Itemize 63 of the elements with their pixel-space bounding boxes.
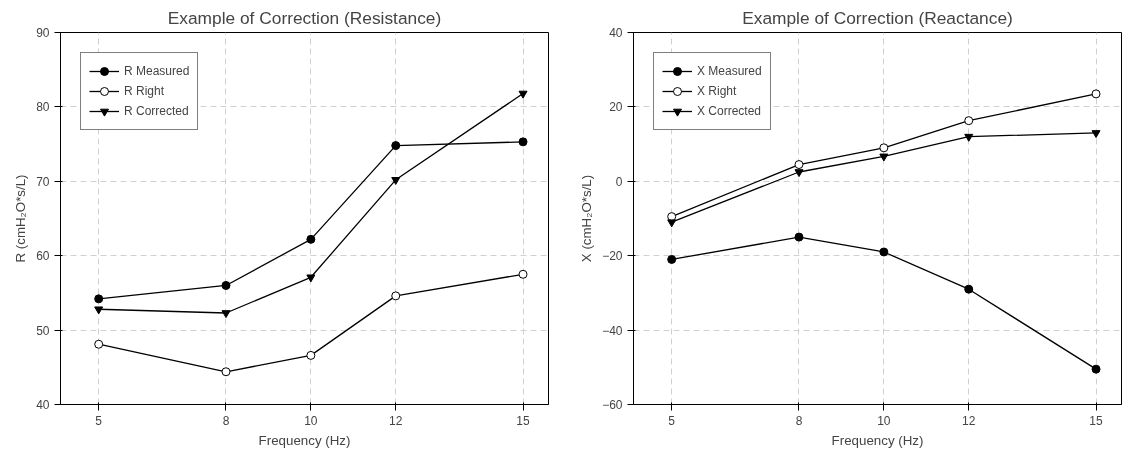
point: [221, 367, 231, 377]
y-tick-label: −40: [602, 323, 623, 338]
point: [518, 90, 528, 99]
y-tick-label: 70: [36, 174, 50, 189]
x-tick-label: 8: [795, 413, 803, 428]
legend-label: X Measured: [697, 63, 762, 80]
point: [667, 219, 677, 228]
point: [1091, 89, 1101, 99]
y-tick-label: 0: [615, 174, 623, 189]
chart-title: Example of Correction (Resistance): [167, 7, 442, 28]
point: [964, 133, 974, 142]
point: [1091, 130, 1101, 139]
point: [794, 160, 804, 170]
point: [879, 153, 889, 162]
x-axis-title: Frequency (Hz): [258, 432, 351, 448]
point: [391, 177, 401, 185]
point: [964, 116, 974, 126]
x-tick-label: 8: [222, 413, 230, 428]
y-tick-label: −20: [602, 249, 623, 264]
legend-label: R Measured: [124, 63, 190, 80]
y-tick-label: 20: [609, 100, 623, 115]
x-tick-label: 5: [95, 413, 103, 428]
point: [964, 284, 974, 294]
x-tick-label: 10: [304, 413, 318, 428]
legend-label: X Corrected: [697, 103, 762, 120]
point: [879, 143, 889, 153]
point: [306, 234, 316, 244]
legend-label: R Right: [124, 83, 165, 100]
y-tick-label: 50: [36, 323, 50, 338]
point: [794, 169, 804, 178]
point: [518, 269, 528, 279]
point: [94, 306, 104, 315]
point: [221, 280, 231, 290]
point: [306, 350, 316, 360]
y-tick-label: 40: [609, 26, 623, 40]
x-tick-label: 15: [1089, 413, 1104, 428]
y-axis-title: R (cmH₂O*s/L): [13, 174, 29, 263]
chart-title: Example of Correction (Reactance): [742, 7, 1013, 28]
point: [391, 141, 401, 151]
point: [518, 137, 528, 147]
point: [94, 339, 104, 349]
x-axis-title: Frequency (Hz): [831, 432, 924, 448]
point: [667, 254, 677, 264]
y-tick-label: 80: [36, 100, 50, 115]
y-tick-label: 40: [36, 398, 50, 412]
legend-label: X Right: [697, 83, 737, 100]
legend-label: R Corrected: [124, 103, 189, 120]
point: [1091, 364, 1101, 374]
point: [391, 291, 401, 301]
point: [221, 310, 231, 319]
x-tick-label: 12: [962, 413, 976, 428]
x-tick-label: 15: [516, 413, 531, 428]
y-tick-label: 60: [36, 249, 50, 264]
y-axis-title: X (cmH₂O*s/L): [579, 174, 595, 263]
point: [879, 247, 889, 257]
x-tick-label: 10: [877, 413, 891, 428]
x-tick-label: 5: [668, 413, 676, 428]
point: [94, 294, 104, 304]
y-tick-label: 90: [36, 26, 50, 40]
point: [794, 232, 804, 242]
x-tick-label: 12: [389, 413, 403, 428]
point: [306, 274, 316, 283]
y-tick-label: −60: [602, 398, 623, 412]
